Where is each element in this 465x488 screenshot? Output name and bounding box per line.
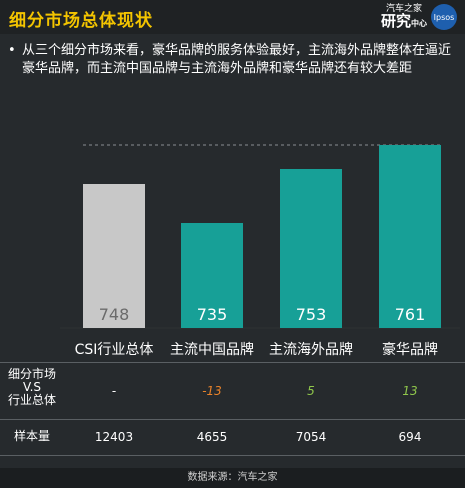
bar-chart: 748 CSI行业总体 735 主流中国品牌 753 主流海外品牌 761 豪华品牌 xyxy=(60,144,460,358)
brand-top-text: 汽车之家 xyxy=(385,4,422,14)
bullet-icon: • xyxy=(8,43,16,58)
ipsos-logo-icon: Ipsos xyxy=(431,4,457,30)
row-label-line: 细分市场 xyxy=(7,367,56,381)
summary-bullet: • 从三个细分市场来看，豪华品牌的服务体验最好，主流海外品牌整体在逼近豪华品牌，… xyxy=(8,42,453,78)
category-label: 主流海外品牌 xyxy=(269,341,353,358)
source-footer: 数据来源：汽车之家 xyxy=(0,468,465,488)
table-divider xyxy=(0,455,465,456)
brand-main-label: 研究 xyxy=(380,12,411,30)
data-label: 761 xyxy=(395,305,426,324)
bar xyxy=(83,184,145,328)
brand-logo: 汽车之家 研究中心 Ipsos xyxy=(381,2,457,32)
brand-sub-label: 中心 xyxy=(411,19,427,28)
bar xyxy=(181,223,243,328)
table-cell: 12403 xyxy=(94,430,134,444)
category-label: CSI行业总体 xyxy=(75,342,154,358)
table-cell: - xyxy=(111,384,117,398)
table-cell: 13 xyxy=(402,384,418,398)
row-label-line: V.S xyxy=(22,380,42,394)
row-label-line: 行业总体 xyxy=(7,393,56,407)
table-cell: 5 xyxy=(307,384,315,398)
brand-main-text: 研究中心 xyxy=(381,14,427,29)
data-label: 748 xyxy=(99,305,130,324)
category-label: 豪华品牌 xyxy=(382,341,438,358)
table-divider xyxy=(0,419,465,420)
table-divider xyxy=(0,362,465,363)
bar xyxy=(379,145,441,328)
data-label: 735 xyxy=(197,305,228,324)
category-label: 主流中国品牌 xyxy=(170,341,254,358)
table-cell: 4655 xyxy=(196,430,228,444)
page-title: 细分市场总体现状 xyxy=(9,11,153,31)
brand-text: 汽车之家 研究中心 xyxy=(381,5,427,29)
bar xyxy=(280,169,342,328)
data-label: 753 xyxy=(296,305,327,324)
table-row-label-diff: 细分市场 V.S 行业总体 xyxy=(0,368,64,407)
title-bar: 细分市场总体现状 汽车之家 研究中心 Ipsos xyxy=(0,0,465,34)
table-cell: -13 xyxy=(202,384,222,398)
summary-text: 从三个细分市场来看，豪华品牌的服务体验最好，主流海外品牌整体在逼近豪华品牌，而主… xyxy=(22,43,452,76)
table-cell: 7054 xyxy=(295,430,327,444)
table-cell: 694 xyxy=(398,430,422,444)
table-row-label-sample: 样本量 xyxy=(13,429,50,443)
